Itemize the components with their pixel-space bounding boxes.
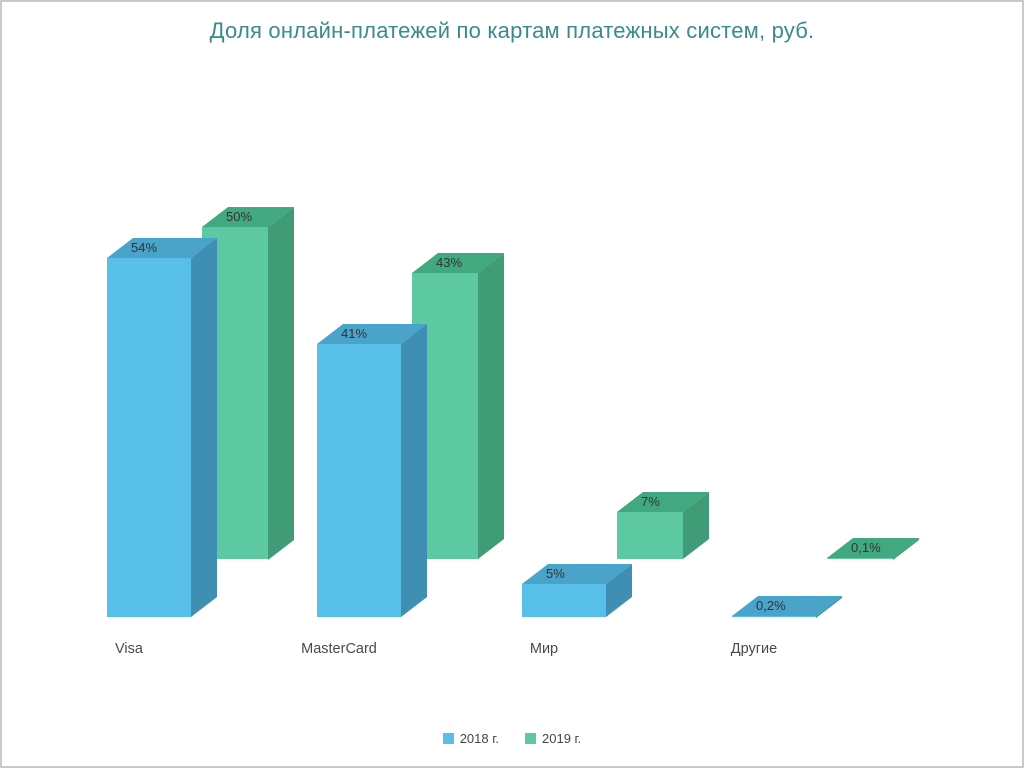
category-label-other: Другие [730,641,778,657]
bar-side-2018-visa [191,237,217,617]
bar-side-2019-mastercard [478,253,504,559]
value-label-2018-other: 0,2% [756,597,786,613]
category-label-visa: Visa [115,641,143,657]
category-label-mir: Мир [529,641,559,657]
chart-legend: 2018 г. 2019 г. [2,731,1022,746]
legend-item-2018: 2018 г. [442,731,499,746]
legend-swatch-2019-icon [525,733,536,744]
value-label-2018-visa: 54% [131,239,158,255]
value-label-2019-visa: 50% [226,208,253,224]
bar-top-2018-other [732,595,842,616]
category-label-mastercard: MasterCard [301,641,377,657]
chart-title: Доля онлайн-платежей по картам платежных… [209,18,815,43]
bar-front-2019-other [827,557,893,559]
bar-side-2019-visa [268,206,294,560]
bar-side-2018-mastercard [401,324,427,617]
value-label-2019-other: 0,1% [851,539,881,555]
legend-label-2019: 2019 г. [542,731,582,746]
bar-front-2018-mir [522,583,606,617]
legend-label-2018: 2018 г. [459,731,499,746]
value-label-2019-mastercard: 43% [436,255,463,271]
legend-swatch-2018-icon [442,733,454,744]
value-label-2018-mir: 5% [546,565,565,581]
bar-front-2018-other [732,615,816,617]
bar-front-2018-visa [107,257,191,617]
legend-item-2019: 2019 г. [525,731,581,746]
value-label-2018-mastercard: 41% [341,326,368,342]
bar-front-2018-mastercard [317,344,401,617]
value-label-2019-mir: 7% [641,494,660,510]
bar-front-2019-mir [617,512,683,559]
